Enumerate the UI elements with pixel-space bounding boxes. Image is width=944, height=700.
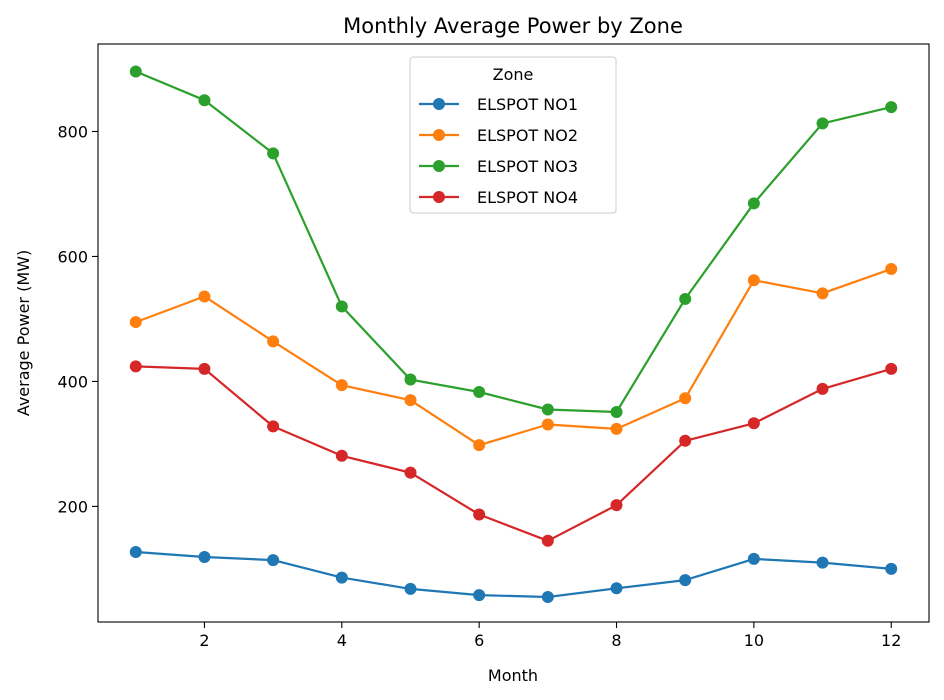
series-line (135, 365, 892, 542)
axis-ticks: 2 4 6 8 10 12 200 400 600 800 (57, 122, 901, 650)
data-point (198, 290, 211, 303)
data-point (679, 392, 692, 405)
data-point (335, 379, 348, 392)
y-tick-label: 200 (57, 497, 88, 516)
legend-box (409, 56, 617, 214)
data-point (885, 562, 898, 575)
series-line (135, 550, 892, 599)
data-point (541, 591, 554, 604)
data-point (747, 197, 760, 210)
data-point (610, 499, 623, 512)
x-tick-label: 2 (199, 631, 209, 650)
legend-swatch-marker (433, 129, 445, 141)
data-point (198, 362, 211, 375)
data-point (885, 101, 898, 114)
x-tick-label: 10 (744, 631, 764, 650)
data-point (816, 287, 829, 300)
data-point (267, 554, 280, 567)
data-point (267, 147, 280, 160)
data-point (541, 418, 554, 431)
data-point (335, 449, 348, 462)
legend-label: ELSPOT NO1 (477, 95, 578, 114)
data-point (885, 262, 898, 275)
data-point (885, 362, 898, 375)
data-point (129, 316, 142, 329)
series-line (135, 70, 892, 414)
data-point (473, 386, 486, 399)
legend-label: ELSPOT NO3 (477, 157, 578, 176)
series-elspot-no1 (129, 546, 898, 604)
data-point (404, 373, 417, 386)
y-axis-label: Average Power (MW) (14, 250, 33, 416)
data-point (541, 534, 554, 547)
data-point (404, 394, 417, 407)
x-tick-label: 8 (611, 631, 621, 650)
data-point (267, 335, 280, 348)
data-point (404, 582, 417, 595)
data-point (473, 589, 486, 602)
y-tick-label: 800 (57, 122, 88, 141)
data-point (404, 466, 417, 479)
data-point (473, 439, 486, 452)
data-point (747, 552, 760, 565)
series-line (135, 267, 892, 447)
legend-swatch-marker (433, 160, 445, 172)
x-tick-label: 12 (881, 631, 901, 650)
legend-label: ELSPOT NO2 (477, 126, 578, 145)
legend-swatch-marker (433, 191, 445, 203)
data-point (198, 94, 211, 107)
data-point (198, 551, 211, 564)
data-point (679, 574, 692, 587)
y-tick-label: 600 (57, 247, 88, 266)
data-point (816, 117, 829, 130)
data-point (610, 582, 623, 595)
data-point (335, 571, 348, 584)
plot-frame (97, 43, 930, 623)
data-point (267, 420, 280, 433)
data-point (541, 403, 554, 416)
data-point (129, 65, 142, 78)
legend-title: Zone (493, 65, 534, 84)
data-point (129, 360, 142, 373)
legend-entry: ELSPOT NO4 (419, 188, 578, 207)
data-point (610, 406, 623, 419)
data-point (473, 508, 486, 521)
data-point (747, 417, 760, 430)
series-elspot-no4 (129, 360, 898, 547)
legend-entry: ELSPOT NO3 (419, 157, 578, 176)
x-tick-label: 6 (474, 631, 484, 650)
chart-title: Monthly Average Power by Zone (343, 14, 683, 38)
data-point (816, 382, 829, 395)
legend-entry: ELSPOT NO2 (419, 126, 578, 145)
data-point (816, 556, 829, 569)
series-group (129, 65, 898, 604)
x-axis-label: Month (488, 666, 538, 685)
legend-entries: ELSPOT NO1 ELSPOT NO2 ELSPOT NO3 ELSPOT NO4 (419, 95, 578, 207)
data-point (679, 292, 692, 305)
y-tick-label: 400 (57, 372, 88, 391)
data-point (747, 274, 760, 287)
legend-entry: ELSPOT NO1 (419, 95, 578, 114)
series-elspot-no3 (129, 65, 898, 419)
x-tick-label: 4 (337, 631, 347, 650)
series-elspot-no2 (129, 262, 898, 452)
legend-swatch-marker (433, 98, 445, 110)
data-point (129, 546, 142, 559)
data-point (679, 434, 692, 447)
data-point (335, 300, 348, 313)
legend-label: ELSPOT NO4 (477, 188, 578, 207)
data-point (610, 422, 623, 435)
